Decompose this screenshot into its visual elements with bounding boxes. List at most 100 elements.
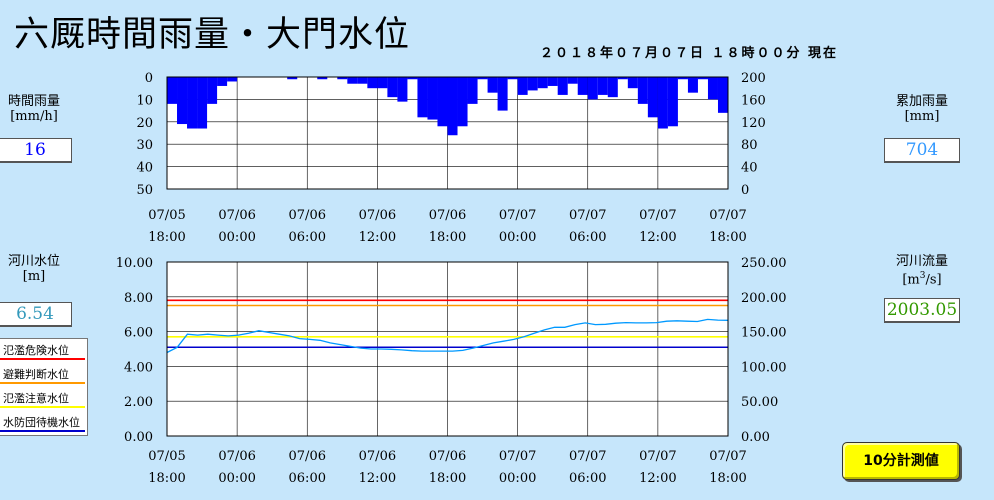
rain-x-tick-date: 07/06 (359, 208, 396, 223)
rain-y-left-tick: 40 (136, 161, 153, 176)
page-title: 六厩時間雨量・大門水位 (14, 15, 411, 55)
rain-bar (627, 77, 638, 89)
rain-bar (337, 77, 348, 80)
level-y-left-tick: 0.00 (124, 430, 153, 445)
legend-item-standby: 水防団待機水位 (0, 411, 87, 435)
rain-y-left-tick: 10 (136, 93, 153, 108)
river-flow-label: 河川流量 [m3/s] (895, 254, 948, 288)
rain-x-tick-time: 06:00 (569, 230, 606, 245)
level-x-tick-time: 12:00 (359, 471, 396, 486)
rain-bar (457, 77, 468, 127)
level-y-right-tick: 200.00 (741, 291, 787, 306)
level-x-tick-time: 12:00 (639, 471, 676, 486)
rain-bar (417, 77, 428, 118)
legend-item-danger: 氾濫危険水位 (0, 339, 87, 363)
rain-bar (577, 77, 588, 95)
rain-x-tick-time: 12:00 (639, 230, 676, 245)
rain-x-tick-time: 18:00 (429, 230, 466, 245)
rain-x-tick-date: 07/07 (639, 208, 676, 223)
level-x-tick-date: 07/06 (218, 449, 255, 464)
level-x-tick-date: 07/05 (148, 449, 185, 464)
level-x-tick-time: 18:00 (709, 471, 746, 486)
rain-bar (677, 77, 688, 80)
rain-y-right-tick: 120 (741, 116, 766, 131)
rain-bar (467, 77, 478, 104)
rain-bar (647, 77, 658, 118)
rain-bar (437, 77, 448, 127)
level-y-left-tick: 2.00 (124, 395, 153, 410)
rain-bar (597, 77, 608, 95)
river-level-value: 6.54 (0, 302, 72, 327)
rain-bar (347, 77, 358, 84)
rain-x-tick-time: 00:00 (499, 230, 536, 245)
rain-bar (667, 77, 678, 127)
cumulative-rain-value: 704 (884, 138, 960, 163)
rain-bar (387, 77, 398, 98)
level-y-left-tick: 10.00 (116, 256, 153, 271)
level-chart: 10.00 250.00 8.00 200.00 6.00 150.00 4.00 100.0… (116, 256, 787, 486)
rain-bar (637, 77, 648, 104)
rain-plot-frame (166, 76, 729, 190)
legend-item-evacuation: 避難判断水位 (0, 363, 87, 387)
rain-x-tick-date: 07/07 (499, 208, 536, 223)
rain-x-tick-date: 07/06 (429, 208, 466, 223)
rain-bar (397, 77, 408, 102)
level-y-left-tick: 6.00 (124, 326, 153, 341)
rain-bar (557, 77, 568, 95)
rain-x-tick-date: 07/06 (289, 208, 326, 223)
legend-item-caution: 氾濫注意水位 (0, 387, 87, 411)
level-y-left-tick: 8.00 (124, 291, 153, 306)
rain-bar (207, 77, 218, 104)
rain-bar (447, 77, 458, 136)
level-plot-frame (166, 261, 729, 437)
rain-chart: 0 200 10 160 20 120 30 80 40 40 50 0 07/05 18:00 07/06… (136, 71, 765, 245)
rain-x-tick-time: 18:00 (709, 230, 746, 245)
rain-bar (537, 77, 548, 89)
rain-bar (497, 77, 508, 111)
rain-bar (617, 77, 628, 80)
hourly-rain-label: 時間雨量 [mm/h] (7, 94, 60, 124)
rain-y-left-tick: 50 (136, 183, 153, 198)
water-level-line (166, 318, 729, 354)
rain-bar (477, 77, 488, 80)
rain-x-tick-date: 07/07 (569, 208, 606, 223)
level-x-tick-date: 07/07 (499, 449, 536, 464)
rain-x-tick-date: 07/06 (218, 208, 255, 223)
rain-y-right-tick: 80 (741, 138, 758, 153)
rain-y-right-tick: 160 (741, 93, 766, 108)
ten-minute-values-button[interactable]: 10分計測値 (842, 442, 960, 480)
level-x-tick-date: 07/06 (429, 449, 466, 464)
rain-x-tick-time: 06:00 (289, 230, 326, 245)
rain-bar (407, 77, 418, 80)
rain-y-left-tick: 30 (136, 138, 153, 153)
rain-bar (517, 77, 528, 95)
rain-bar (167, 77, 178, 104)
timestamp: ２０１８年０７月０７日 １８時００分 現在 (540, 46, 839, 61)
rain-x-tick-date: 07/07 (709, 208, 746, 223)
rain-bar (187, 77, 198, 129)
rain-bar (217, 77, 228, 86)
level-y-left-tick: 4.00 (124, 360, 153, 375)
rain-y-left-tick: 0 (145, 71, 153, 86)
rain-bar (527, 77, 538, 91)
level-x-tick-time: 06:00 (289, 471, 326, 486)
cumulative-rain-label: 累加雨量 [mm] (895, 94, 948, 124)
level-x-tick-time: 00:00 (499, 471, 536, 486)
rain-x-tick-time: 00:00 (218, 230, 255, 245)
level-x-tick-time: 00:00 (218, 471, 255, 486)
rain-bar (227, 77, 238, 82)
rain-x-tick-date: 07/05 (148, 208, 185, 223)
rain-bar (607, 77, 618, 98)
level-x-tick-time: 18:00 (148, 471, 185, 486)
rain-bar (587, 77, 598, 100)
level-x-tick-date: 07/07 (569, 449, 606, 464)
rain-y-left-tick: 20 (136, 116, 153, 131)
rain-bar (177, 77, 188, 125)
rain-x-tick-time: 12:00 (359, 230, 396, 245)
rain-y-right-tick: 40 (741, 161, 758, 176)
level-x-tick-date: 07/06 (289, 449, 326, 464)
rain-bar (687, 77, 698, 93)
rain-x-tick-time: 18:00 (148, 230, 185, 245)
level-x-tick-date: 07/07 (709, 449, 746, 464)
